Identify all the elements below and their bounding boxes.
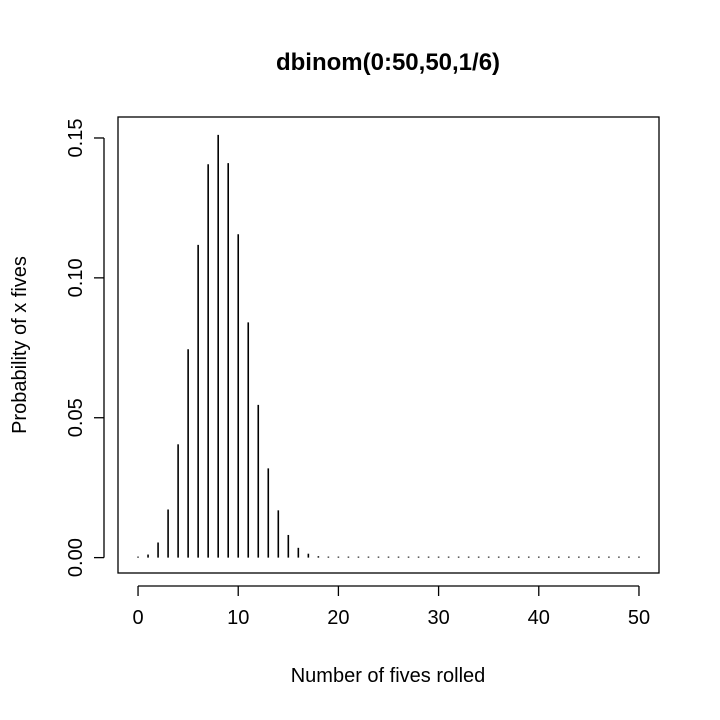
y-tick-label: 0.05 <box>65 398 87 437</box>
y-tick-label: 0.15 <box>65 119 87 158</box>
x-tick-label: 20 <box>327 607 349 629</box>
x-tick-label: 40 <box>528 607 550 629</box>
bar-series <box>137 134 640 558</box>
chart-title: dbinom(0:50,50,1/6) <box>276 49 500 76</box>
y-axis-label: Probability of x fives <box>9 256 31 434</box>
x-tick-label: 50 <box>628 607 650 629</box>
y-tick-label: 0.10 <box>65 258 87 297</box>
y-axis: 0.00 0.05 0.10 0.15 <box>65 119 105 577</box>
x-tick-label: 0 <box>132 607 143 629</box>
y-tick-label: 0.00 <box>65 538 87 577</box>
x-tick-label: 10 <box>227 607 249 629</box>
x-tick-label: 30 <box>427 607 449 629</box>
x-axis-label: Number of fives rolled <box>291 665 486 687</box>
plot-frame <box>117 116 660 574</box>
x-axis: 0 10 20 30 40 50 <box>132 585 650 629</box>
